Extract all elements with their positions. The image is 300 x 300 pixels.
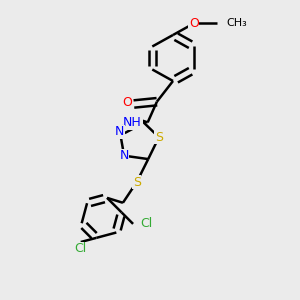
Text: NH: NH (123, 116, 142, 129)
Text: CH₃: CH₃ (226, 19, 247, 28)
Text: Cl: Cl (140, 218, 152, 230)
Text: S: S (155, 131, 163, 144)
Text: N: N (119, 149, 129, 162)
Text: O: O (122, 96, 132, 109)
Text: N: N (115, 125, 124, 138)
Text: Cl: Cl (75, 242, 87, 255)
Text: S: S (133, 176, 141, 189)
Text: O: O (189, 17, 199, 30)
